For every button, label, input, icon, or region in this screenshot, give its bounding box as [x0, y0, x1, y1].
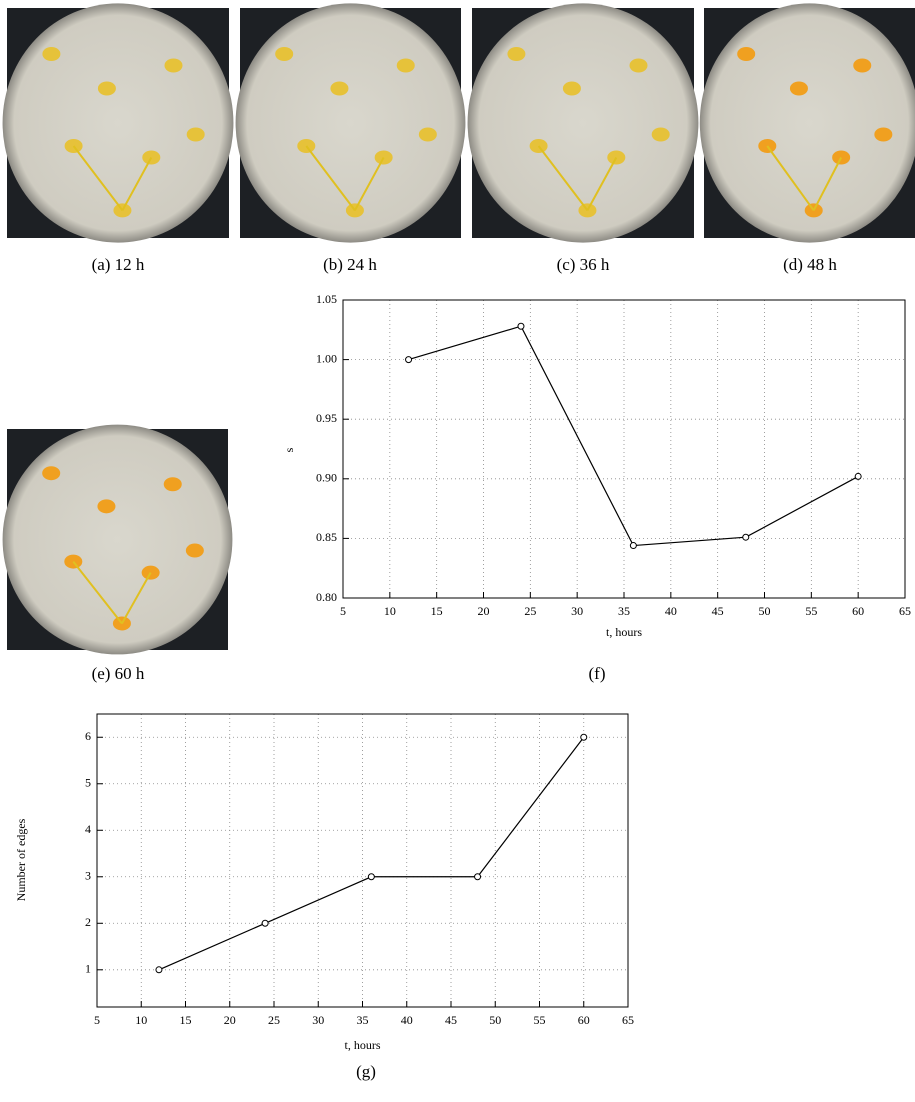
oat-flake	[185, 543, 204, 558]
data-line	[408, 325, 859, 547]
chart-caption: (g)	[356, 1062, 376, 1081]
oat-flake	[629, 58, 648, 73]
x-tick-label: 20	[478, 604, 490, 618]
oat-flake	[163, 477, 182, 492]
y-tick-label: 2	[85, 915, 91, 929]
x-tick-label: 60	[852, 604, 864, 618]
x-tick-label: 10	[135, 1013, 147, 1027]
x-tick-label: 35	[618, 604, 630, 618]
y-tick-label: 0.95	[316, 411, 337, 425]
x-tick-label: 10	[384, 604, 396, 618]
data-point	[742, 533, 750, 541]
data-point	[405, 356, 413, 364]
oat-flake	[164, 58, 183, 73]
y-axis-label: Number of edges	[14, 818, 28, 901]
x-tick-label: 40	[665, 604, 677, 618]
plasmodium	[766, 145, 843, 211]
photo-caption: (b) 24 h	[323, 255, 377, 274]
x-tick-label: 40	[401, 1013, 413, 1027]
oat-flake	[853, 58, 872, 73]
y-tick-label: 4	[85, 822, 91, 836]
x-tick-label: 15	[431, 604, 443, 618]
x-tick-label: 60	[578, 1013, 590, 1027]
data-point	[367, 873, 375, 881]
oat-flake	[330, 81, 349, 96]
oat-flake	[275, 47, 294, 61]
x-axis-label: t, hours	[345, 1038, 381, 1052]
oat-flake	[42, 47, 61, 61]
y-tick-label: 1	[85, 962, 91, 976]
oat-flake	[874, 127, 893, 142]
x-tick-label: 20	[224, 1013, 236, 1027]
x-tick-label: 50	[489, 1013, 501, 1027]
oat-flake	[186, 127, 205, 142]
y-tick-label: 6	[85, 729, 91, 743]
y-tick-label: 1.00	[316, 351, 337, 365]
x-tick-label: 65	[899, 604, 911, 618]
oat-flake	[737, 47, 756, 61]
x-tick-label: 45	[712, 604, 724, 618]
chart-caption: (f)	[589, 664, 606, 683]
oat-flake	[42, 466, 61, 481]
data-point	[517, 322, 525, 330]
oat-flake	[651, 127, 670, 142]
x-tick-label: 25	[268, 1013, 280, 1027]
plasmodium	[537, 145, 618, 212]
oat-flake	[562, 81, 581, 96]
plot-frame	[96, 713, 629, 1008]
plasmodium	[72, 145, 153, 212]
oat-flake	[97, 499, 116, 514]
x-tick-label: 25	[524, 604, 536, 618]
plot-frame	[342, 299, 906, 599]
x-axis-label: t, hours	[606, 625, 642, 639]
y-axis-label: s	[282, 447, 296, 452]
data-point	[854, 472, 862, 480]
y-tick-label: 0.85	[316, 530, 337, 544]
data-point	[474, 873, 482, 881]
data-point	[629, 542, 637, 550]
data-point	[155, 966, 163, 974]
oat-flake	[507, 47, 526, 61]
oat-flake	[396, 58, 415, 73]
x-tick-label: 5	[340, 604, 346, 618]
photos	[2, 3, 915, 655]
x-tick-label: 15	[180, 1013, 192, 1027]
y-tick-label: 0.90	[316, 471, 337, 485]
data-point	[580, 733, 588, 741]
x-tick-label: 50	[759, 604, 771, 618]
y-tick-label: 1.05	[316, 292, 337, 306]
x-tick-label: 5	[94, 1013, 100, 1027]
x-tick-label: 30	[571, 604, 583, 618]
x-tick-label: 55	[534, 1013, 546, 1027]
x-tick-label: 65	[622, 1013, 634, 1027]
oat-flake	[789, 81, 808, 96]
photo-caption: (d) 48 h	[783, 255, 837, 274]
oat-flake	[418, 127, 437, 142]
photo-caption: (e) 60 h	[92, 664, 145, 683]
data-point	[261, 919, 269, 927]
data-line	[158, 736, 585, 971]
oat-flake	[97, 81, 116, 96]
y-tick-label: 3	[85, 869, 91, 883]
x-tick-label: 55	[805, 604, 817, 618]
y-tick-label: 0.80	[316, 590, 337, 604]
y-tick-label: 5	[85, 776, 91, 790]
x-tick-label: 30	[312, 1013, 324, 1027]
photo-caption: (a) 12 h	[92, 255, 145, 274]
plasmodium	[305, 145, 385, 212]
photo-caption: (c) 36 h	[557, 255, 610, 274]
x-tick-label: 35	[357, 1013, 369, 1027]
x-tick-label: 45	[445, 1013, 457, 1027]
plasmodium	[72, 560, 152, 625]
